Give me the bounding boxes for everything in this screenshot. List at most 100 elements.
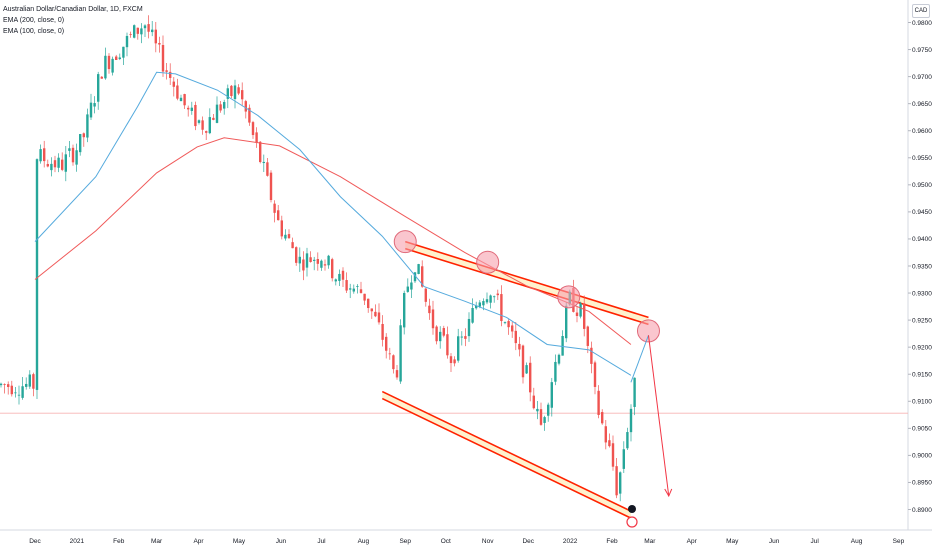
candle-body <box>205 131 208 133</box>
candle-body <box>100 76 103 79</box>
candle-body <box>467 318 471 337</box>
candle-body <box>331 259 334 279</box>
candle-body <box>550 382 553 408</box>
x-tick-label: Mar <box>644 538 656 545</box>
candle-body <box>352 288 355 292</box>
candle-body <box>406 286 409 292</box>
candle-body <box>471 308 474 323</box>
candle-body <box>417 264 420 274</box>
candle-body <box>489 295 492 303</box>
candle-body <box>604 426 607 443</box>
candle-body <box>273 203 276 213</box>
candle-body <box>615 466 618 496</box>
candle-body <box>327 255 330 266</box>
candle-body <box>500 294 503 322</box>
candle-body <box>449 356 453 364</box>
chart-legend: Australian Dollar/Canadian Dollar, 1D, F… <box>3 4 143 37</box>
candle-body <box>442 328 445 336</box>
x-tick-label: Aug <box>851 538 863 545</box>
candle-body <box>39 149 42 162</box>
candle-body <box>547 404 550 416</box>
x-tick-label: Jun <box>276 538 287 545</box>
touch-circle <box>557 285 581 309</box>
candle-body <box>277 210 280 221</box>
legend-symbol: Australian Dollar/Canadian Dollar, 1D, F… <box>3 6 143 13</box>
x-tick-label: Mar <box>151 538 163 545</box>
touch-circle <box>476 250 500 274</box>
touch-circle <box>393 230 417 254</box>
x-tick-label: May <box>726 538 739 545</box>
candle-body <box>334 279 337 282</box>
candle-body <box>147 24 150 32</box>
candle-body <box>133 25 136 38</box>
candle-body <box>539 409 543 425</box>
candle-body <box>179 97 183 102</box>
candle-body <box>244 101 247 112</box>
candle-body <box>536 408 539 412</box>
candle-body <box>287 234 291 239</box>
candle-body <box>68 148 71 151</box>
candle-body <box>482 301 485 306</box>
candle-body <box>190 107 193 111</box>
x-tick-label: 2021 <box>70 538 85 545</box>
candle-body <box>583 303 586 329</box>
lower-channel-top <box>381 390 632 512</box>
candle-body <box>532 395 535 409</box>
candle-body <box>367 298 370 309</box>
candle-body <box>223 102 226 109</box>
candle-body <box>115 56 118 61</box>
candle-body <box>431 309 435 329</box>
lower-channel-fill <box>382 391 631 519</box>
candle-body <box>399 325 402 382</box>
currency-badge[interactable]: CAD <box>912 4 930 18</box>
ema200-line <box>34 137 632 345</box>
candle-body <box>17 394 21 396</box>
candle-body <box>496 293 499 296</box>
candle-body <box>370 308 373 312</box>
candle-body <box>35 159 39 390</box>
candle-body <box>230 85 233 97</box>
candle-body <box>349 288 352 290</box>
candle-body <box>413 272 417 282</box>
candle-body <box>97 74 100 102</box>
x-tick-label: Jul <box>317 538 326 545</box>
candle-body <box>25 383 28 387</box>
candle-body <box>248 107 251 123</box>
candle-body <box>57 157 60 168</box>
candle-body <box>565 305 568 339</box>
candle-body <box>622 449 625 469</box>
candle-body <box>511 325 514 332</box>
candle-body <box>597 390 600 415</box>
candle-body <box>129 34 132 36</box>
candle-body <box>10 385 13 395</box>
candle-body <box>435 326 438 342</box>
candle-body <box>424 288 427 302</box>
candle-body <box>118 57 121 59</box>
x-tick-label: 2022 <box>563 538 578 545</box>
x-tick-label: Jul <box>811 538 820 545</box>
candle-body <box>554 361 557 382</box>
candle-body <box>338 273 341 281</box>
candle-body <box>385 336 388 351</box>
candle-body <box>557 354 561 364</box>
candle-body <box>197 120 201 123</box>
x-tick-label: Jun <box>769 538 780 545</box>
candle-body <box>381 323 384 340</box>
candle-body <box>169 71 172 78</box>
candle-body <box>377 312 381 323</box>
candle-body <box>313 259 316 261</box>
candle-body <box>457 336 460 361</box>
event-icon <box>626 516 638 528</box>
candle-body <box>111 58 114 73</box>
legend-ema200: EMA (200, close, 0) <box>3 17 65 24</box>
